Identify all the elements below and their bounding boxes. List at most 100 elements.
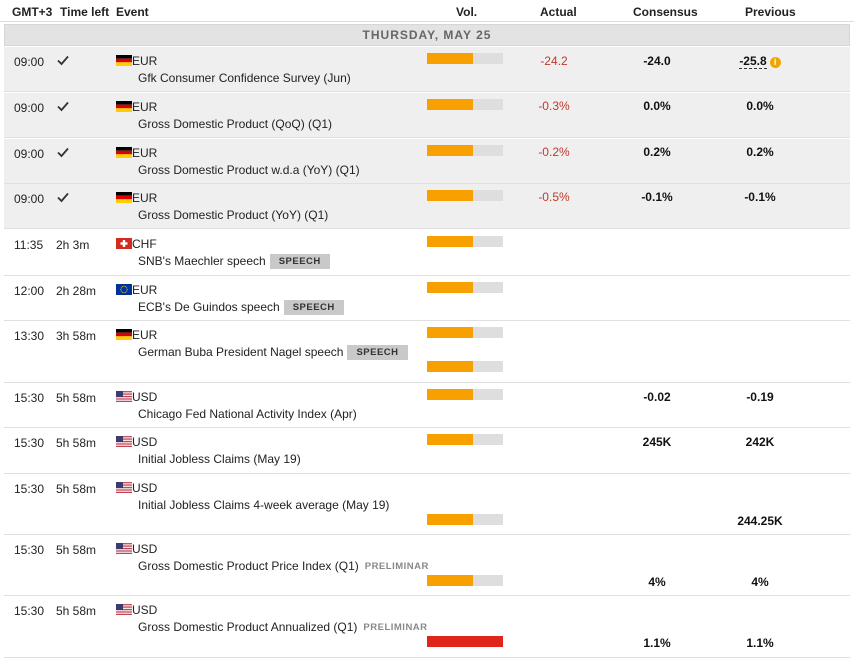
- previous-value: -0.19: [746, 390, 774, 404]
- germany-flag-icon: [116, 101, 132, 112]
- currency-code: USD: [132, 390, 158, 404]
- usa-flag-icon: [116, 482, 132, 494]
- time-left: 5h 58m: [56, 482, 97, 496]
- currency-code: USD: [132, 481, 158, 495]
- previous-value: 242K: [745, 435, 775, 449]
- volatility-fill: [427, 636, 503, 647]
- event-header: Event: [116, 5, 149, 19]
- speech-badge: SPEECH: [283, 300, 344, 315]
- event-row[interactable]: 09:00 EUR Gfk Consumer Confidence Survey (…: [4, 47, 850, 92]
- event-row[interactable]: 15:30 5h 58m USD Gross Domestic Product Ann…: [4, 596, 850, 658]
- event-title[interactable]: Initial Jobless Claims (May 19): [138, 452, 301, 466]
- volatility-bar: [427, 514, 503, 525]
- event-title[interactable]: Gross Domestic Product (YoY) (Q1): [138, 208, 329, 222]
- volatility-fill: [427, 434, 473, 445]
- time-left: 5h 58m: [56, 391, 97, 405]
- volatility-bar: [427, 361, 503, 372]
- usa-flag-icon: [116, 391, 132, 403]
- event-name[interactable]: Gross Domestic Product w.d.a (YoY) (Q1): [138, 163, 360, 177]
- consensus-value: -0.1%: [641, 190, 673, 204]
- event-title[interactable]: Chicago Fed National Activity Index (Apr…: [138, 407, 357, 421]
- time-left: 3h 58m: [56, 329, 97, 343]
- consensus-header: Consensus: [633, 5, 698, 19]
- volatility-bar: [427, 282, 503, 293]
- event-row[interactable]: 09:00 EUR Gross Domestic Product (YoY) (Q1…: [4, 184, 850, 229]
- event-name[interactable]: SNB's Maechler speech SPEECH: [138, 254, 330, 269]
- event-time: 15:30: [14, 543, 45, 557]
- germany-flag-icon: [116, 192, 132, 203]
- event-name[interactable]: Gross Domestic Product Price Index (Q1) P…: [138, 559, 429, 573]
- time-left: 2h 28m: [56, 284, 97, 298]
- event-time: 09:00: [14, 192, 45, 206]
- currency-code: USD: [132, 542, 158, 556]
- revised-previous-value[interactable]: -25.8: [739, 54, 767, 69]
- event-row[interactable]: 11:35 2h 3m CHF SNB's Maechler speech SPEECH: [4, 230, 850, 276]
- event-name[interactable]: Gfk Consumer Confidence Survey (Jun): [138, 71, 351, 85]
- previous-value: 244.25K: [737, 514, 783, 528]
- actual-value: -24.2: [540, 54, 568, 68]
- info-icon[interactable]: i: [769, 57, 781, 68]
- event-row[interactable]: 12:00 2h 28m EUR ECB's De Guindos speech SPE…: [4, 276, 850, 321]
- event-row[interactable]: 09:00 EUR Gross Domestic Product w.d.a (Yo…: [4, 139, 850, 184]
- time-left: 5h 58m: [56, 436, 97, 450]
- event-row[interactable]: 15:30 5h 58m USD Initial Jobless Claims (Ma…: [4, 428, 850, 474]
- consensus-value: 1.1%: [643, 636, 671, 650]
- event-title[interactable]: ECB's De Guindos speech: [138, 300, 280, 314]
- previous-value: 0.0%: [746, 99, 774, 113]
- consensus-value: 0.2%: [643, 145, 671, 159]
- germany-flag-icon: [116, 55, 132, 66]
- event-title[interactable]: Gross Domestic Product (QoQ) (Q1): [138, 117, 333, 131]
- speech-badge: SPEECH: [347, 345, 408, 360]
- checkmark-icon: [56, 190, 70, 204]
- previous-value: 1.1%: [746, 636, 774, 650]
- event-name[interactable]: Gross Domestic Product (QoQ) (Q1): [138, 117, 332, 131]
- previous-value: 0.2%: [746, 145, 774, 159]
- event-name[interactable]: Gross Domestic Product (YoY) (Q1): [138, 208, 328, 222]
- event-time: 15:30: [14, 436, 45, 450]
- time-left-header: Time left: [60, 5, 110, 19]
- event-name[interactable]: Chicago Fed National Activity Index (Apr…: [138, 407, 357, 421]
- volatility-bar: [427, 327, 503, 338]
- consensus-value: -0.02: [643, 390, 671, 404]
- germany-flag-icon: [116, 329, 132, 340]
- event-row[interactable]: 13:30 3h 58m EUR German Buba President Nage…: [4, 321, 850, 383]
- event-title[interactable]: Gross Domestic Product Annualized (Q1): [138, 620, 358, 634]
- actual-header: Actual: [540, 5, 577, 19]
- currency-code: EUR: [132, 328, 158, 342]
- currency-code: USD: [132, 435, 158, 449]
- volatility-fill: [427, 327, 473, 338]
- time-left: 2h 3m: [56, 238, 90, 252]
- currency-code: EUR: [132, 54, 158, 68]
- event-name[interactable]: Gross Domestic Product Annualized (Q1) PR…: [138, 620, 428, 634]
- currency-code: USD: [132, 603, 158, 617]
- previous-value[interactable]: -25.8 i: [720, 54, 800, 69]
- event-name[interactable]: Initial Jobless Claims (May 19): [138, 452, 301, 466]
- event-title[interactable]: Gfk Consumer Confidence Survey (Jun): [138, 71, 351, 85]
- volatility-fill: [427, 190, 473, 201]
- volatility-bar: [427, 53, 503, 64]
- volatility-fill: [427, 236, 473, 247]
- event-name[interactable]: ECB's De Guindos speech SPEECH: [138, 300, 344, 315]
- volatility-fill: [427, 514, 473, 525]
- event-row[interactable]: 15:30 5h 58m USD Chicago Fed National Activ…: [4, 383, 850, 428]
- event-row[interactable]: 15:30 5h 58m USD Gross Domestic Product Pri…: [4, 535, 850, 596]
- event-title[interactable]: Gross Domestic Product w.d.a (YoY) (Q1): [138, 163, 360, 177]
- switzerland-flag-icon: [116, 238, 132, 249]
- event-row[interactable]: 15:30 5h 58m USD Initial Jobless Claims 4-w…: [4, 474, 850, 535]
- event-title[interactable]: SNB's Maechler speech: [138, 254, 266, 268]
- event-title[interactable]: Initial Jobless Claims 4-week average (M…: [138, 498, 390, 512]
- consensus-value: 0.0%: [643, 99, 671, 113]
- event-time: 12:00: [14, 284, 45, 298]
- event-name[interactable]: Initial Jobless Claims 4-week average (M…: [138, 498, 389, 512]
- volatility-fill: [427, 389, 473, 400]
- table-header: GMT+3 Time left Event Vol. Actual Consen…: [0, 0, 854, 22]
- event-title[interactable]: German Buba President Nagel speech: [138, 345, 344, 359]
- event-title[interactable]: Gross Domestic Product Price Index (Q1): [138, 559, 359, 573]
- timezone-header[interactable]: GMT+3: [12, 5, 53, 19]
- event-time: 13:30: [14, 329, 45, 343]
- event-name[interactable]: German Buba President Nagel speech SPEECH: [138, 345, 408, 360]
- event-row[interactable]: 09:00 EUR Gross Domestic Product (QoQ) (Q1…: [4, 93, 850, 138]
- usa-flag-icon: [116, 543, 132, 555]
- consensus-value: 4%: [648, 575, 666, 589]
- consensus-value: 245K: [642, 435, 672, 449]
